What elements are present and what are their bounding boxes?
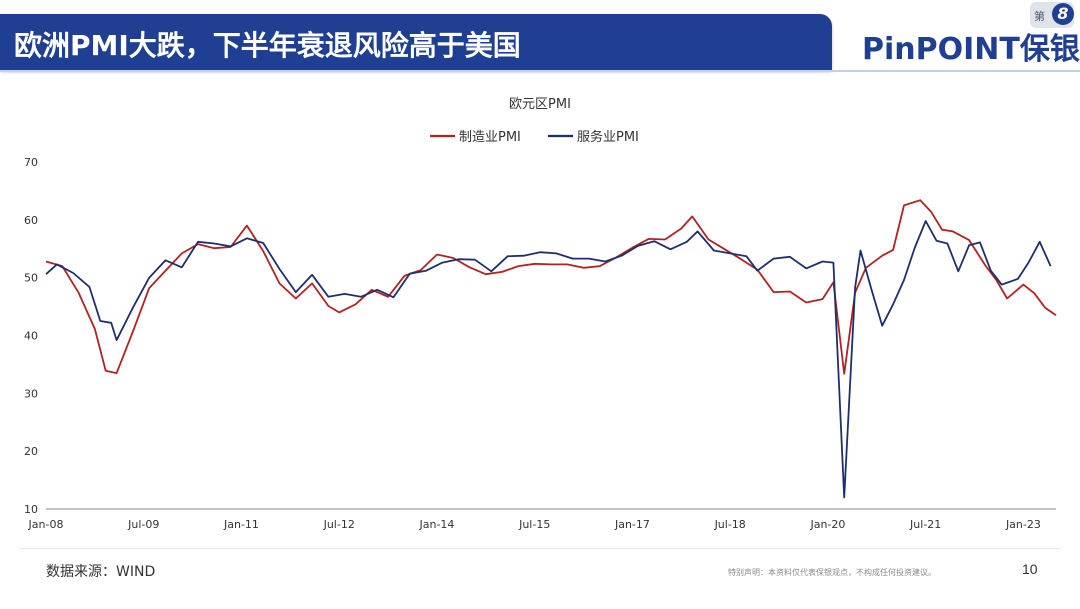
chart-title: 欧元区PMI <box>509 97 571 112</box>
y-tick-label: 50 <box>24 272 38 285</box>
header-divider <box>0 70 1080 72</box>
footer-divider <box>20 548 1060 549</box>
series-lines <box>45 199 1057 499</box>
y-tick-label: 40 <box>24 330 38 343</box>
series-line-services <box>45 220 1052 499</box>
badge-number: 8 <box>1052 3 1074 25</box>
y-tick-label: 10 <box>24 503 38 516</box>
slide-title: 欧洲PMI大跌，下半年衰退风险高于美国 <box>14 29 521 62</box>
axes: 10 20 30 40 50 60 70 Jan-08 Jul-09 Jan-11 Jul-12 Ja… <box>24 156 1056 531</box>
x-tick-label: Jul-12 <box>323 518 355 531</box>
company-logo: PinPOINT保银 <box>862 24 1080 68</box>
series-line-manufacturing <box>45 199 1057 375</box>
x-tick-label: Jul-15 <box>518 518 550 531</box>
x-tick-label: Jul-18 <box>714 518 746 531</box>
data-source: 数据来源：WIND <box>46 564 156 580</box>
page-number: 10 <box>1022 561 1038 577</box>
disclaimer: 特别声明：本资料仅代表保银观点，不构成任何投资建议。 <box>728 568 936 577</box>
y-tick-label: 70 <box>24 156 38 169</box>
x-tick-label: Jul-21 <box>909 518 941 531</box>
x-tick-label: Jan-08 <box>28 518 64 531</box>
pmi-line-chart: 欧元区PMI 制造业PMI 服务业PMI 10 20 30 40 50 60 70 Jan-0… <box>24 97 1057 531</box>
x-tick-label: Jan-23 <box>1005 518 1041 531</box>
badge-label: 第 <box>1034 10 1045 23</box>
title-bar: 欧洲PMI大跌，下半年衰退风险高于美国 <box>0 14 832 70</box>
y-tick-label: 20 <box>24 445 38 458</box>
page-badge: 第 8 <box>1030 2 1074 28</box>
x-tick-label: Jan-17 <box>614 518 650 531</box>
x-tick-label: Jan-14 <box>418 518 454 531</box>
legend-label-manufacturing: 制造业PMI <box>459 130 521 145</box>
x-tick-label: Jan-11 <box>223 518 259 531</box>
x-tick-label: Jan-20 <box>809 518 845 531</box>
y-tick-label: 30 <box>24 387 38 400</box>
legend: 制造业PMI 服务业PMI <box>430 129 639 145</box>
x-tick-label: Jul-09 <box>127 518 159 531</box>
legend-label-services: 服务业PMI <box>577 129 639 145</box>
y-tick-label: 60 <box>24 214 38 227</box>
logo-text: PinPOINT保银 <box>862 32 1080 67</box>
